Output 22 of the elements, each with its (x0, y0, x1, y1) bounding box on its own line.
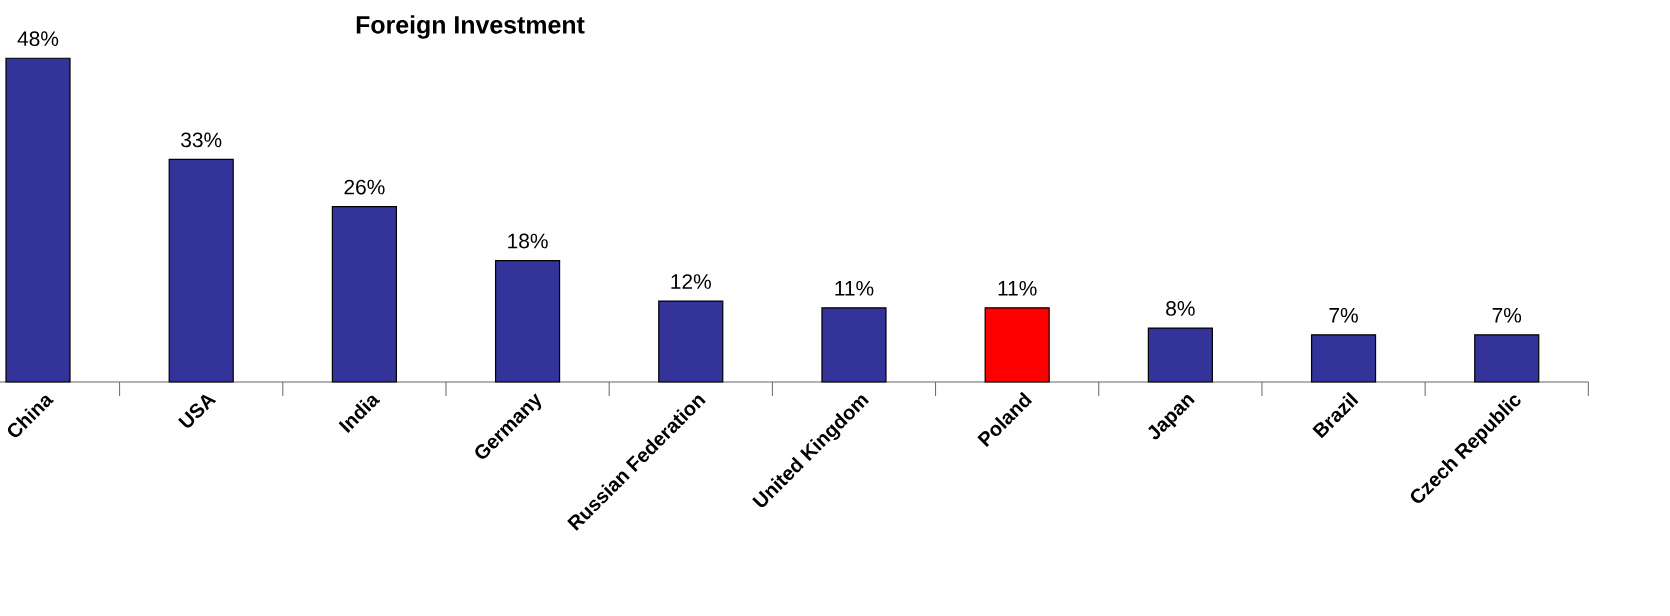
bar (1310, 334, 1377, 383)
data-label: 11% (998, 280, 1037, 296)
bar (494, 260, 561, 383)
bar (821, 307, 887, 383)
x-tick-label: USA (178, 394, 217, 428)
data-label: 33% (181, 132, 222, 148)
data-label: 7% (1492, 307, 1522, 323)
bar (5, 57, 71, 383)
bar (984, 307, 1050, 383)
data-label: 48% (17, 31, 59, 47)
data-label: 11% (835, 280, 874, 296)
bar (1147, 327, 1213, 383)
data-label: 12% (671, 274, 711, 289)
data-label: 8% (1166, 301, 1195, 316)
bar (1474, 334, 1540, 383)
bar (331, 206, 397, 383)
chart-title: Foreign Investment (356, 15, 585, 39)
bar (658, 300, 724, 383)
data-label: 26% (344, 179, 385, 195)
bar (168, 158, 234, 383)
data-label: 18% (508, 233, 548, 249)
data-label: 7% (1329, 307, 1358, 323)
